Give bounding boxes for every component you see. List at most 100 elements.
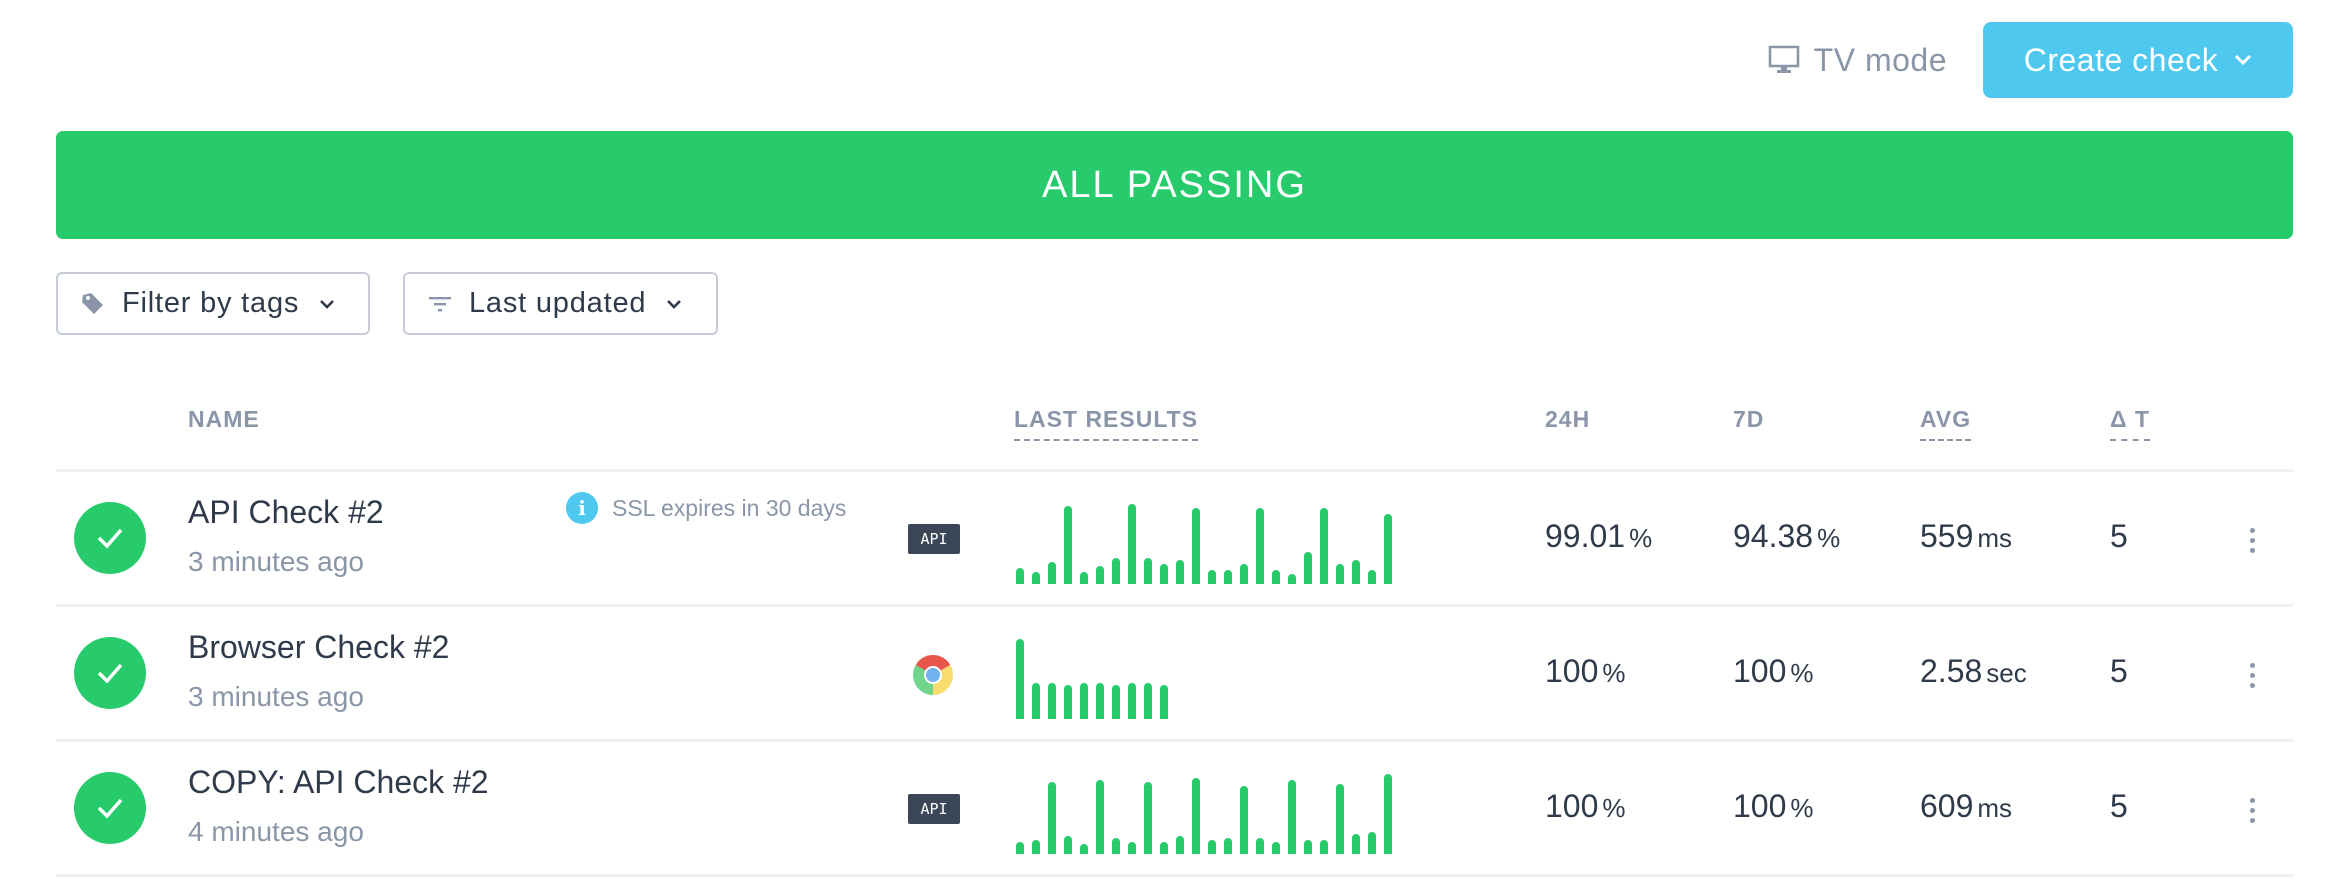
result-bar[interactable] [1320,508,1328,584]
result-bar[interactable] [1240,786,1248,854]
result-bar[interactable] [1336,564,1344,584]
result-bar[interactable] [1048,562,1056,584]
delta-t: 5 [2110,788,2128,824]
result-bar[interactable] [1016,568,1024,584]
result-bar[interactable] [1096,566,1104,584]
result-bar[interactable] [1304,840,1312,854]
row-menu-kebab-icon[interactable] [2242,790,2262,830]
result-bar[interactable] [1352,834,1360,854]
result-bar[interactable] [1080,572,1088,584]
check-icon [97,663,123,684]
result-bar[interactable] [1112,558,1120,584]
avg-response: 559 ms [1920,518,2012,555]
uptime-7d-unit: % [1817,523,1841,553]
check-icon [97,798,123,819]
result-bar[interactable] [1096,780,1104,854]
result-bar[interactable] [1080,844,1088,854]
result-bar[interactable] [1112,838,1120,854]
result-bar[interactable] [1128,683,1136,719]
result-bar[interactable] [1288,780,1296,854]
result-bar[interactable] [1208,840,1216,854]
result-bar[interactable] [1032,683,1040,719]
result-bar[interactable] [1176,560,1184,584]
sort-label: Last updated [469,287,647,319]
result-bar[interactable] [1304,552,1312,584]
result-bar[interactable] [1192,508,1200,584]
last-results-chart[interactable] [1016,635,1168,719]
result-bar[interactable] [1336,784,1344,854]
result-bar[interactable] [1128,842,1136,854]
result-bar[interactable] [1224,570,1232,584]
column-header-avg[interactable]: AVG [1920,406,1972,441]
result-bar[interactable] [1384,514,1392,584]
result-bar[interactable] [1224,838,1232,854]
uptime-24h-value: 99.01 [1545,518,1626,554]
result-bar[interactable] [1032,572,1040,584]
filter-by-tags-dropdown[interactable]: Filter by tags [56,272,370,335]
result-bar[interactable] [1160,842,1168,854]
result-bar[interactable] [1272,842,1280,854]
result-bar[interactable] [1128,504,1136,584]
create-check-button[interactable]: Create check [1983,22,2293,98]
check-name[interactable]: Browser Check #2 [188,629,450,665]
check-name[interactable]: API Check #2 [188,494,384,530]
column-header-7d[interactable]: 7D [1733,406,1765,432]
result-bar[interactable] [1288,574,1296,584]
column-header-24h[interactable]: 24H [1545,406,1591,432]
result-bar[interactable] [1208,570,1216,584]
api-type-badge: API [908,524,960,554]
avg-response: 609 ms [1920,788,2012,825]
column-header-delta-t[interactable]: Δ T [2110,406,2150,441]
avg-response-value: 559 [1920,518,1974,554]
result-bar[interactable] [1064,836,1072,854]
avg-response-value: 2.58 [1920,653,1983,689]
table-row[interactable]: COPY: API Check #2 4 minutes ago API 100… [56,742,2293,877]
avg-response-value: 609 [1920,788,1974,824]
result-bar[interactable] [1192,778,1200,854]
ssl-notice-text: SSL expires in 30 days [612,494,847,521]
last-results-chart[interactable] [1016,770,1392,854]
result-bar[interactable] [1048,683,1056,719]
result-bar[interactable] [1368,832,1376,854]
result-bar[interactable] [1080,683,1088,719]
column-header-last-results[interactable]: LAST RESULTS [1014,406,1199,441]
result-bar[interactable] [1352,560,1360,584]
result-bar[interactable] [1256,508,1264,584]
result-bar[interactable] [1064,506,1072,584]
last-results-chart[interactable] [1016,500,1392,584]
result-bar[interactable] [1160,685,1168,719]
table-row[interactable]: Browser Check #2 3 minutes ago 100% 100%… [56,607,2293,742]
result-bar[interactable] [1384,774,1392,854]
result-bar[interactable] [1032,840,1040,854]
table-row[interactable]: API Check #2 3 minutes ago i SSL expires… [56,472,2293,607]
result-bar[interactable] [1272,570,1280,584]
result-bar[interactable] [1096,683,1104,719]
result-bar[interactable] [1176,836,1184,854]
check-updated-time: 3 minutes ago [188,546,364,577]
result-bar[interactable] [1064,685,1072,719]
sort-dropdown[interactable]: Last updated [403,272,718,335]
result-bar[interactable] [1256,838,1264,854]
result-bar[interactable] [1112,685,1120,719]
result-bar[interactable] [1160,564,1168,584]
create-check-label: Create check [2023,41,2219,78]
result-bar[interactable] [1048,782,1056,854]
result-bar[interactable] [1016,639,1024,719]
status-passing-icon [74,637,146,709]
status-banner: ALL PASSING [56,131,2293,239]
result-bar[interactable] [1368,570,1376,584]
result-bar[interactable] [1016,842,1024,854]
result-bar[interactable] [1144,782,1152,854]
result-bar[interactable] [1144,558,1152,584]
check-name[interactable]: COPY: API Check #2 [188,764,489,800]
row-menu-kebab-icon[interactable] [2242,655,2262,695]
result-bar[interactable] [1240,564,1248,584]
tv-mode-button[interactable]: TV mode [1768,42,1947,79]
result-bar[interactable] [1320,840,1328,854]
table-header: NAME LAST RESULTS 24H 7D AVG Δ T [56,390,2293,472]
uptime-7d-unit: % [1790,793,1814,823]
row-menu-kebab-icon[interactable] [2242,520,2262,560]
delta-t: 5 [2110,518,2128,554]
result-bar[interactable] [1144,683,1152,719]
column-header-name[interactable]: NAME [188,406,260,432]
